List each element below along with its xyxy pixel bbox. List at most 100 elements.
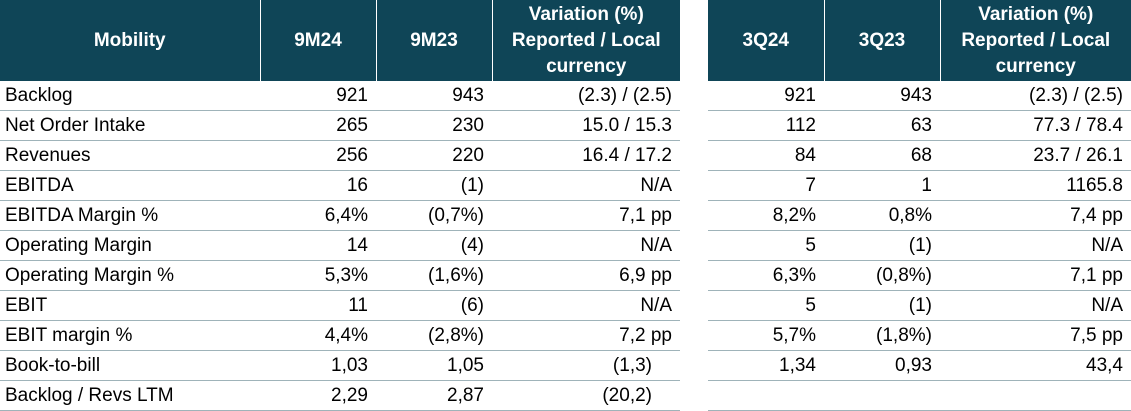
table-cell: 5 <box>708 290 824 321</box>
table-cell: 0,8% <box>824 200 940 231</box>
table-cell: (1) <box>824 230 940 261</box>
mobility-3q-table: 3Q24 3Q23 Variation (%) Reported / Local… <box>708 0 1131 411</box>
table-cell: 5 <box>708 230 824 261</box>
table-cell: 1,05 <box>376 350 492 381</box>
table-cell: 16.4 / 17.2 <box>492 140 680 171</box>
header-9m23: 9M23 <box>376 0 493 81</box>
table-cell: 16 <box>260 170 376 201</box>
header-mobility: Mobility <box>0 0 261 81</box>
row-label: EBITDA <box>0 170 260 201</box>
table-cell: 11 <box>260 290 376 321</box>
table-cell: 7 <box>708 170 824 201</box>
table-cell: 84 <box>708 140 824 171</box>
table-row: 1,34 0,93 43,4 <box>708 350 1131 381</box>
table-cell: 23.7 / 26.1 <box>940 140 1131 171</box>
table-cell: 921 <box>260 81 376 111</box>
table-cell: 63 <box>824 110 940 141</box>
table-cell: N/A <box>940 230 1131 261</box>
table-cell: N/A <box>940 290 1131 321</box>
header-3q24: 3Q24 <box>708 0 825 81</box>
table-cell <box>708 380 824 411</box>
table-cell: (2,8%) <box>376 320 492 351</box>
table-cell: (1,6%) <box>376 260 492 291</box>
table-row: Net Order Intake 265 230 15.0 / 15.3 <box>0 110 680 141</box>
table-cell: (4) <box>376 230 492 261</box>
table-cell: (0,7%) <box>376 200 492 231</box>
table-row: EBIT margin % 4,4% (2,8%) 7,2 pp <box>0 320 680 351</box>
row-label: Backlog / Revs LTM <box>0 380 260 411</box>
table-cell: 14 <box>260 230 376 261</box>
table-cell: (6) <box>376 290 492 321</box>
row-label: Revenues <box>0 140 260 171</box>
table-cell <box>940 380 1131 411</box>
table-row: 7 1 1165.8 <box>708 170 1131 201</box>
table-row: 5 (1) N/A <box>708 230 1131 261</box>
table-row: 8,2% 0,8% 7,4 pp <box>708 200 1131 231</box>
row-label: Operating Margin <box>0 230 260 261</box>
table-cell: 921 <box>708 81 824 111</box>
table-cell: (0,8%) <box>824 260 940 291</box>
table-cell: (2.3) / (2.5) <box>492 81 680 111</box>
table-cell: 7,5 pp <box>940 320 1131 351</box>
table-cell: 6,9 pp <box>492 260 680 291</box>
table-row: 921 943 (2.3) / (2.5) <box>708 81 1131 111</box>
table-cell: 2,87 <box>376 380 492 411</box>
table-row: 5,7% (1,8%) 7,5 pp <box>708 320 1131 351</box>
table-row <box>708 380 1131 411</box>
header-9m24: 9M24 <box>260 0 377 81</box>
table-cell: 7,1 pp <box>940 260 1131 291</box>
table-row: EBIT 11 (6) N/A <box>0 290 680 321</box>
header-variation: Variation (%) Reported / Local currency <box>940 0 1131 81</box>
table-cell: 77.3 / 78.4 <box>940 110 1131 141</box>
table-cell: 7,1 pp <box>492 200 680 231</box>
table-row: Backlog 921 943 (2.3) / (2.5) <box>0 81 680 111</box>
row-label: EBIT <box>0 290 260 321</box>
table-row: Operating Margin 14 (4) N/A <box>0 230 680 261</box>
row-label: Net Order Intake <box>0 110 260 141</box>
table-header-row: 3Q24 3Q23 Variation (%) Reported / Local… <box>708 0 1131 81</box>
table-cell: 220 <box>376 140 492 171</box>
row-label: EBIT margin % <box>0 320 260 351</box>
table-cell: (1) <box>824 290 940 321</box>
table-cell: 7,4 pp <box>940 200 1131 231</box>
row-label: EBITDA Margin % <box>0 200 260 231</box>
mobility-9m-table: Mobility 9M24 9M23 Variation (%) Reporte… <box>0 0 680 411</box>
table-row: Backlog / Revs LTM 2,29 2,87 (20,2) <box>0 380 680 411</box>
table-cell: (1,3) <box>492 350 680 381</box>
table-cell: 6,4% <box>260 200 376 231</box>
table-cell: 6,3% <box>708 260 824 291</box>
table-cell: 2,29 <box>260 380 376 411</box>
table-cell: 1165.8 <box>940 170 1131 201</box>
table-cell: (2.3) / (2.5) <box>940 81 1131 111</box>
table-cell: 68 <box>824 140 940 171</box>
table-row: 6,3% (0,8%) 7,1 pp <box>708 260 1131 291</box>
table-cell: 256 <box>260 140 376 171</box>
row-label: Book-to-bill <box>0 350 260 381</box>
table-cell <box>824 380 940 411</box>
table-cell: 943 <box>376 81 492 111</box>
table-cell: N/A <box>492 230 680 261</box>
table-cell: 7,2 pp <box>492 320 680 351</box>
table-cell: N/A <box>492 290 680 321</box>
table-row: Operating Margin % 5,3% (1,6%) 6,9 pp <box>0 260 680 291</box>
table-cell: 265 <box>260 110 376 141</box>
header-variation: Variation (%) Reported / Local currency <box>492 0 680 81</box>
table-row: Revenues 256 220 16.4 / 17.2 <box>0 140 680 171</box>
row-label: Operating Margin % <box>0 260 260 291</box>
table-cell: (1,8%) <box>824 320 940 351</box>
table-cell: N/A <box>492 170 680 201</box>
table-cell: 4,4% <box>260 320 376 351</box>
table-cell: 15.0 / 15.3 <box>492 110 680 141</box>
table-cell: 43,4 <box>940 350 1131 381</box>
table-row: 5 (1) N/A <box>708 290 1131 321</box>
table-cell: 1,03 <box>260 350 376 381</box>
table-cell: (20,2) <box>492 380 680 411</box>
table-cell: 5,7% <box>708 320 824 351</box>
table-row: EBITDA Margin % 6,4% (0,7%) 7,1 pp <box>0 200 680 231</box>
table-cell: 1 <box>824 170 940 201</box>
table-cell: 8,2% <box>708 200 824 231</box>
table-cell: 5,3% <box>260 260 376 291</box>
table-row: 112 63 77.3 / 78.4 <box>708 110 1131 141</box>
table-cell: 1,34 <box>708 350 824 381</box>
table-row: EBITDA 16 (1) N/A <box>0 170 680 201</box>
